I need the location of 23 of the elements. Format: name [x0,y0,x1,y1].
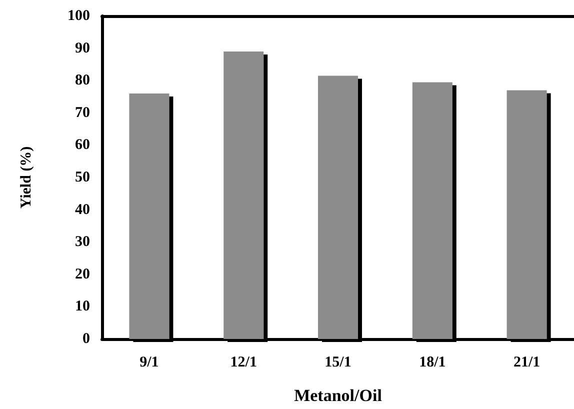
x-axis-title: Metanol/Oil [294,386,382,405]
y-tick-label: 10 [75,298,90,315]
y-axis-title: Yield (%) [18,146,34,209]
y-tick-label: 80 [75,72,90,89]
bar [506,90,547,339]
y-tick-label: 20 [75,266,90,282]
y-tick-label: 70 [75,104,90,121]
x-tick-label: 9/1 [140,354,159,370]
y-tick-label: 40 [75,202,90,218]
bar [318,76,358,339]
y-tick-label: 0 [82,331,90,347]
y-tick-label: 30 [75,234,90,250]
bar [129,94,170,339]
x-tick-label: 18/1 [419,354,446,370]
y-tick-label: 90 [75,40,90,56]
y-tick-label: 60 [75,137,90,154]
x-tick-label: 12/1 [230,354,257,370]
bar [412,82,452,339]
y-tick-label: 100 [68,8,90,24]
x-tick-label: 21/1 [513,354,540,370]
y-tick-label: 50 [75,170,90,186]
bar [224,52,264,339]
x-tick-label: 15/1 [324,354,352,370]
